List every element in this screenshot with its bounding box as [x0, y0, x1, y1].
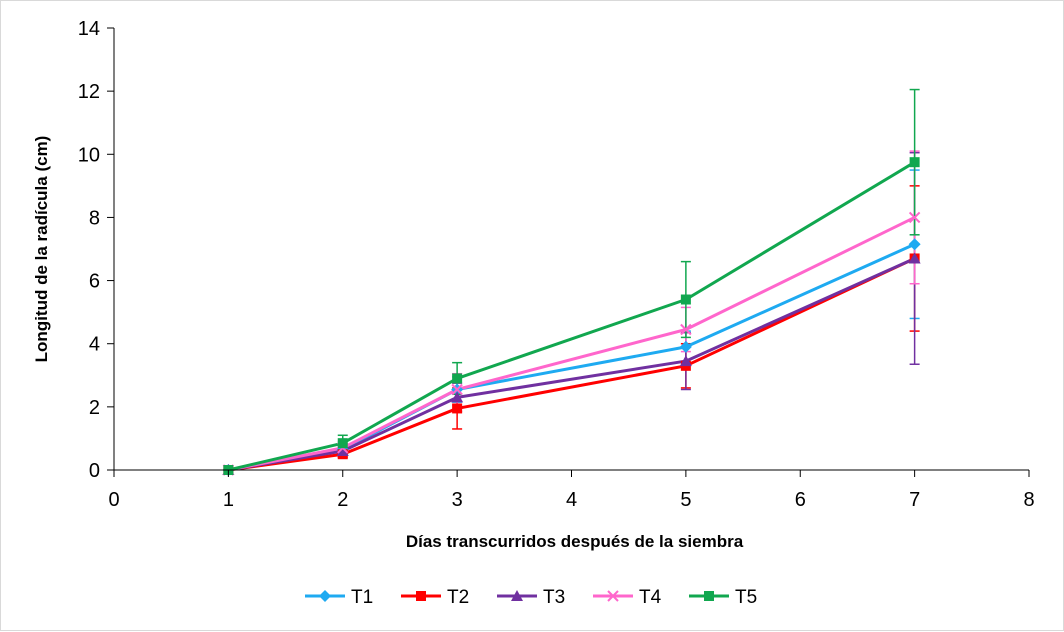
legend-label-t4: T4 — [639, 587, 662, 608]
legend-item-t4: T4 — [593, 587, 662, 608]
error-bars — [337, 88, 920, 459]
legend-label-t2: T2 — [447, 587, 469, 608]
legend-marker-t1 — [319, 590, 331, 602]
x-tick-label: 6 — [795, 489, 806, 511]
data-point-t1 — [679, 340, 692, 353]
data-point-t3 — [679, 355, 692, 367]
x-tick-label: 8 — [1023, 489, 1034, 511]
legend-label-t1: T1 — [351, 587, 373, 608]
data-point-t4 — [908, 211, 921, 224]
series-lines — [228, 160, 916, 472]
data-point-t4 — [451, 383, 463, 396]
legend-marker-t3 — [511, 590, 523, 601]
x-tick-label: 3 — [452, 489, 463, 511]
y-tick-label: 8 — [89, 207, 100, 229]
legend-item-t3: T3 — [497, 587, 565, 608]
series-markers — [222, 157, 921, 476]
legend-label-t5: T5 — [735, 587, 757, 608]
x-marker-stroke — [680, 323, 692, 336]
y-tick-label: 12 — [78, 81, 100, 103]
x-tick-label: 7 — [909, 489, 920, 511]
y-tick-label: 6 — [89, 271, 100, 293]
x-axis-title: Días transcurridos después de la siembra — [406, 532, 744, 551]
data-point-t5 — [909, 157, 920, 168]
legend-label-t3: T3 — [543, 587, 565, 608]
data-point-t3 — [336, 445, 349, 457]
legend-marker-t2 — [416, 591, 426, 601]
series-line-t5 — [228, 160, 916, 472]
y-tick-label: 4 — [89, 334, 100, 356]
legend-item-t1: T1 — [305, 587, 373, 608]
data-point-t2 — [452, 403, 463, 414]
x-marker-stroke — [908, 211, 921, 224]
series-line-t4 — [228, 216, 916, 472]
legend-item-t5: T5 — [689, 587, 757, 608]
x-marker-stroke — [451, 383, 463, 396]
data-point-t5 — [680, 294, 691, 305]
legend: T1 T2 T3 T4 T5 — [305, 587, 757, 608]
y-tick-label: 14 — [78, 18, 100, 40]
legend-marker-t4 — [607, 590, 619, 602]
legend-item-t2: T2 — [401, 587, 469, 608]
x-tick-label: 4 — [566, 489, 577, 511]
data-point-t1 — [908, 238, 921, 251]
y-axis-title: Longitud de la radícula (cm) — [32, 136, 51, 363]
y-tick-label: 0 — [89, 460, 100, 482]
data-point-t4 — [680, 323, 692, 336]
data-point-t3 — [451, 391, 464, 403]
x-tick-label: 1 — [223, 489, 234, 511]
axes — [107, 27, 1030, 477]
x-tick-label: 5 — [680, 489, 691, 511]
y-tick-label: 2 — [89, 397, 100, 419]
y-tick-label: 10 — [78, 144, 100, 166]
legend-marker-t5 — [704, 591, 714, 601]
data-point-t5 — [452, 373, 463, 384]
x-tick-label: 2 — [337, 489, 348, 511]
series-line-t1 — [228, 242, 916, 472]
data-point-t3 — [908, 252, 921, 264]
data-point-t5 — [337, 438, 348, 449]
x-marker-stroke — [607, 590, 619, 602]
x-tick-label: 0 — [108, 489, 119, 511]
